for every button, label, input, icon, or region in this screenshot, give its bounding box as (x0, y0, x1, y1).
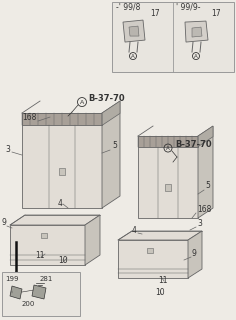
Polygon shape (138, 136, 198, 147)
Polygon shape (188, 231, 202, 278)
Text: 4: 4 (132, 226, 137, 235)
Text: A: A (166, 146, 170, 151)
Text: -' 99/8: -' 99/8 (116, 2, 140, 11)
Polygon shape (10, 225, 85, 265)
Bar (41, 233, 47, 238)
Text: A: A (194, 54, 198, 59)
Bar (59, 168, 65, 175)
Text: ' 99/9-: ' 99/9- (176, 2, 201, 11)
Text: 168: 168 (197, 205, 211, 214)
Text: 11: 11 (158, 276, 168, 285)
Polygon shape (32, 285, 46, 299)
Text: 9: 9 (192, 249, 197, 258)
Text: 10: 10 (58, 256, 68, 265)
Bar (112, 2, 234, 72)
Bar (2, 272, 80, 316)
Text: B-37-70: B-37-70 (175, 140, 212, 149)
Text: 5: 5 (205, 181, 210, 190)
Polygon shape (123, 20, 145, 42)
Text: 3: 3 (5, 145, 10, 154)
Text: 200: 200 (22, 301, 35, 307)
Text: 168: 168 (22, 113, 36, 122)
Polygon shape (10, 286, 22, 299)
Bar (165, 184, 171, 191)
Polygon shape (138, 136, 198, 218)
Polygon shape (118, 240, 188, 278)
Polygon shape (22, 113, 102, 208)
Polygon shape (102, 101, 120, 125)
Text: 11: 11 (35, 251, 45, 260)
Text: 17: 17 (150, 9, 160, 18)
Text: 3: 3 (197, 219, 202, 228)
Text: 199: 199 (5, 276, 18, 282)
Polygon shape (10, 215, 100, 225)
Polygon shape (185, 21, 208, 42)
Text: 9: 9 (2, 218, 7, 227)
Polygon shape (102, 101, 120, 208)
Text: 4: 4 (58, 199, 63, 208)
Text: 281: 281 (40, 276, 53, 282)
Text: 10: 10 (155, 288, 165, 297)
Bar (147, 248, 152, 252)
Polygon shape (85, 215, 100, 265)
Text: 17: 17 (211, 9, 221, 18)
Polygon shape (192, 27, 202, 37)
Text: 5: 5 (112, 141, 117, 150)
Polygon shape (198, 126, 213, 218)
Polygon shape (22, 113, 102, 125)
Text: A: A (80, 100, 84, 105)
Text: A: A (131, 54, 135, 59)
Polygon shape (118, 231, 202, 240)
Text: B-37-70: B-37-70 (88, 94, 125, 103)
Polygon shape (129, 26, 139, 36)
Polygon shape (198, 126, 213, 147)
